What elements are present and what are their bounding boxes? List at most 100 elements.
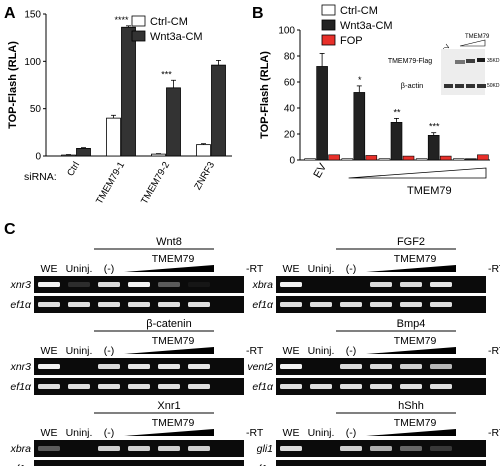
gel-band — [38, 302, 60, 307]
gel-dose-wedge — [366, 347, 456, 354]
gel-lane-label: (-) — [346, 427, 357, 439]
gel-factor-label: Bmp4 — [397, 318, 426, 330]
chart-a: 0 50 100 150 TOP-Flash (RLA) Ctrl **** TMEM79-1… — [7, 10, 232, 206]
gel-band — [370, 446, 392, 451]
gel-factor-label: hShh — [398, 400, 424, 412]
gel-band — [430, 446, 452, 451]
gel-gene-label: xnr3 — [10, 279, 32, 291]
gel-rt-label: -RT — [246, 345, 264, 357]
gel-band — [68, 282, 90, 287]
bar — [151, 153, 166, 157]
y-tick-label: 0 — [289, 156, 295, 167]
gel-band — [340, 384, 362, 389]
gel-gene-label: vent2 — [247, 361, 273, 373]
bar — [415, 158, 428, 161]
gel-band — [400, 282, 422, 287]
gel-band — [188, 302, 210, 307]
gel-band — [158, 364, 180, 369]
gel-gene-label: xnr3 — [10, 361, 32, 373]
x-prefix-label: siRNA: — [24, 171, 57, 183]
gel-dose-wedge — [124, 347, 214, 354]
gel-band — [400, 364, 422, 369]
legend-label: Wnt3a-CM — [150, 31, 203, 43]
gel-panels: Wnt8 TMEM79 WE Uninj. (-) -RT xnr3 ef1α FGF2 TMEM… — [10, 236, 500, 471]
y-tick-label: 20 — [284, 130, 296, 141]
blot-membrane — [441, 49, 485, 95]
gel-band — [188, 446, 210, 451]
gel-lane-label: WE — [283, 345, 300, 357]
western-blot: EV TMEM79 TMEM79-Flag β-actin 35KD 50KD — [388, 34, 500, 95]
gel-factor-label: FGF2 — [397, 236, 425, 248]
gel-band — [400, 446, 422, 451]
legend-label: FOP — [340, 35, 363, 47]
gel-band — [280, 364, 302, 369]
gel-band — [98, 446, 120, 451]
gel-band — [280, 282, 302, 287]
significance-label: * — [358, 75, 362, 85]
gel-band — [280, 302, 302, 307]
gel-tmem-label: TMEM79 — [394, 335, 437, 347]
gel-lane-label: (-) — [346, 263, 357, 275]
gel-band — [128, 384, 150, 389]
bar — [439, 155, 452, 161]
gel-band — [158, 384, 180, 389]
gel-lane-label: Uninj. — [308, 263, 335, 275]
gel-lane-label: WE — [41, 345, 58, 357]
blot-size-marker: 35KD — [487, 58, 500, 64]
gel-lane-label: WE — [283, 263, 300, 275]
gel-rt-label: -RT — [488, 345, 500, 357]
gel-band — [340, 364, 362, 369]
blot-dose-wedge — [459, 39, 486, 47]
gel-dose-wedge — [366, 265, 456, 272]
y-tick-label: 40 — [284, 104, 296, 115]
legend-swatch — [131, 15, 146, 27]
gel-band — [158, 302, 180, 307]
y-tick-label: 150 — [24, 10, 41, 21]
gel-lane-label: Uninj. — [66, 427, 93, 439]
gel-factor-label: β-catenin — [146, 318, 191, 330]
blot-band-actin — [477, 84, 486, 88]
blot-size-marker: 50KD — [487, 83, 500, 89]
y-tick-label: 50 — [30, 104, 42, 115]
legend-swatch — [321, 19, 336, 31]
gel-rt-label: -RT — [246, 263, 264, 275]
bar — [328, 154, 340, 161]
gel-dose-wedge — [124, 265, 214, 272]
bar — [453, 158, 465, 161]
bar — [106, 117, 121, 157]
gel-rt-label: -RT — [246, 427, 264, 439]
significance-label: ** — [393, 107, 401, 117]
gel-gene-label: ef1α — [10, 299, 32, 311]
x-tick-label-ev: EV — [311, 161, 329, 180]
bar — [341, 158, 354, 161]
y-tick-label: 80 — [284, 52, 296, 63]
gel-lane-label: Uninj. — [308, 345, 335, 357]
y-tick-label: 0 — [35, 152, 41, 163]
gel-band — [98, 384, 120, 389]
blot-band-actin — [444, 84, 453, 88]
bar — [353, 92, 366, 161]
significance-label: **** — [114, 15, 129, 25]
bar — [316, 66, 328, 161]
gel-band — [400, 384, 422, 389]
gel-lane-label: Uninj. — [308, 427, 335, 439]
y-tick-label: 100 — [24, 57, 41, 68]
blot-band-tmem79 — [477, 58, 485, 62]
gel-background — [276, 460, 486, 471]
gel-band — [38, 446, 60, 451]
gel-band — [128, 282, 150, 287]
legend-label: Ctrl-CM — [150, 16, 188, 28]
bar — [166, 87, 181, 157]
gel-band — [370, 364, 392, 369]
gel-band — [98, 364, 120, 369]
bar — [427, 135, 440, 161]
bar — [465, 158, 477, 161]
legend-label: Ctrl-CM — [340, 5, 378, 17]
gel-band — [68, 384, 90, 389]
dose-wedge — [348, 167, 487, 179]
gel-band — [128, 302, 150, 307]
panel-label-b: B — [252, 5, 264, 22]
gel-gene-label: ef1α — [10, 381, 32, 393]
gel-tmem-label: TMEM79 — [394, 417, 437, 429]
